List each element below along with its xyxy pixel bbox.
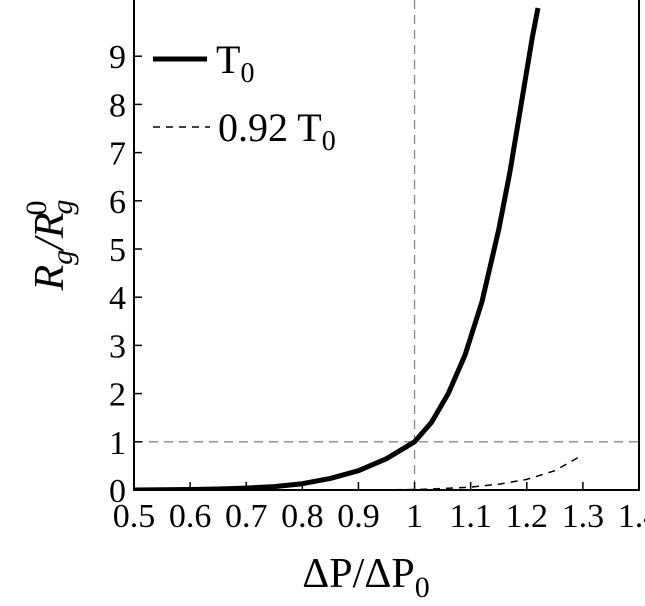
legend: T0 0.92 T0 — [153, 37, 336, 157]
y-tick-label: 9 — [109, 39, 126, 76]
x-tick-label: 1.3 — [562, 498, 605, 535]
y-tick-label: 5 — [109, 232, 126, 269]
x-tick-label: 0.6 — [169, 498, 212, 535]
y-tick-label: 1 — [109, 425, 126, 462]
x-tick-label: 0.7 — [225, 498, 268, 535]
plot-frame — [133, 0, 640, 491]
x-ticks: 0.5 0.6 0.7 0.8 0.9 1 1.1 1.2 1.3 1.4 — [113, 482, 645, 535]
legend-label-series-1: T0 — [216, 37, 254, 89]
x-tick-label: 1.4 — [618, 498, 645, 535]
y-tick-label: 6 — [109, 184, 126, 221]
x-axis-label: ΔP/ΔP0 — [302, 551, 429, 604]
y-tick-label: 4 — [109, 280, 126, 317]
y-tick-label: 0 — [109, 473, 126, 510]
x-tick-label: 1.1 — [449, 498, 492, 535]
y-tick-label: 3 — [109, 328, 126, 365]
series-group — [134, 7, 584, 490]
y-tick-label: 8 — [109, 87, 126, 124]
series-line-1 — [134, 7, 541, 490]
x-tick-label: 1 — [406, 498, 423, 535]
x-tick-label: 0.5 — [113, 498, 156, 535]
x-tick-label: 0.8 — [281, 498, 324, 535]
x-tick-label: 0.9 — [337, 498, 380, 535]
y-tick-label: 7 — [109, 136, 126, 173]
y-tick-label: 2 — [109, 377, 126, 414]
y-ticks: 0 1 2 3 4 5 6 7 8 9 — [109, 39, 142, 510]
reference-lines — [134, 0, 639, 490]
legend-label-series-2: 0.92 T0 — [218, 105, 336, 157]
x-tick-label: 1.2 — [506, 498, 549, 535]
y-axis-label: Rg/Rg0 — [20, 200, 79, 292]
